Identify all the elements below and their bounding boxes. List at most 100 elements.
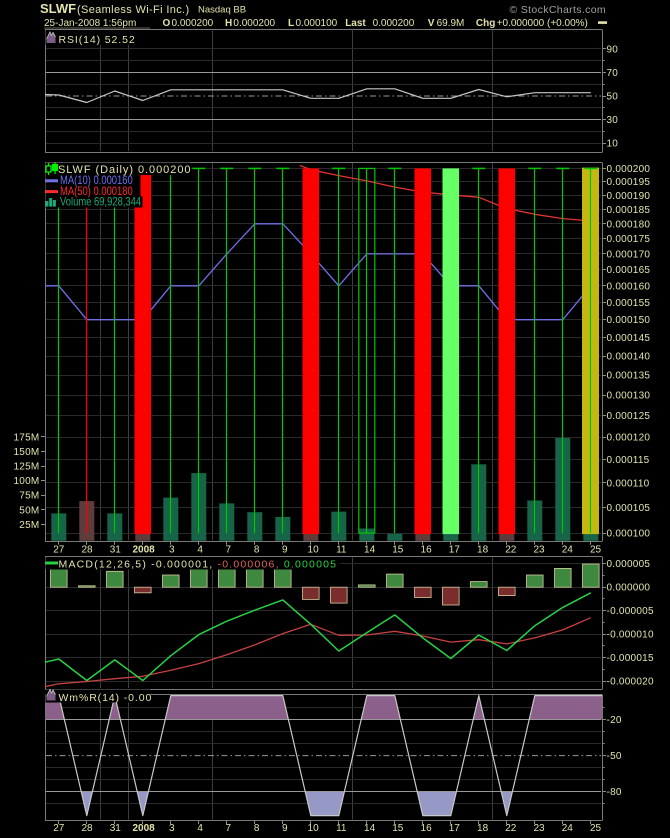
svg-text:3: 3	[169, 544, 175, 555]
svg-text:2008: 2008	[132, 544, 155, 555]
svg-text:0.000110: 0.000110	[607, 478, 650, 489]
svg-text:-80: -80	[607, 787, 622, 798]
svg-text:25: 25	[590, 823, 602, 834]
svg-text:10: 10	[308, 544, 320, 555]
svg-text:50M: 50M	[19, 505, 39, 516]
svg-text:50: 50	[607, 92, 619, 103]
svg-text:MACD(12,26,5) -0.000001, -0.00: MACD(12,26,5) -0.000001, -0.000006, 0.00…	[59, 559, 338, 571]
svg-text:RSI(14) 52.52: RSI(14) 52.52	[59, 34, 136, 46]
svg-text:-0.000010: -0.000010	[607, 630, 654, 641]
svg-text:150M: 150M	[13, 447, 39, 458]
svg-text:-50: -50	[607, 751, 622, 762]
svg-text:16: 16	[421, 544, 433, 555]
svg-text:V: V	[428, 18, 435, 29]
svg-text:11: 11	[336, 544, 347, 555]
svg-text:© StockCharts.com: © StockCharts.com	[509, 4, 606, 16]
svg-text:Wm%R(14) -0.00: Wm%R(14) -0.00	[59, 692, 153, 704]
svg-text:-0.000015: -0.000015	[607, 653, 654, 664]
svg-text:-0.000020: -0.000020	[607, 677, 654, 688]
svg-text:90: 90	[607, 44, 619, 55]
svg-text:Chg: Chg	[476, 18, 495, 29]
svg-text:0.000200: 0.000200	[172, 18, 214, 29]
svg-text:70: 70	[607, 68, 619, 79]
svg-text:0.000180: 0.000180	[607, 219, 651, 230]
svg-text:0.000150: 0.000150	[607, 315, 651, 326]
svg-text:0.000160: 0.000160	[607, 281, 651, 292]
svg-text:175M: 175M	[13, 432, 39, 443]
svg-text:O: O	[163, 18, 171, 29]
svg-text:-0.000005: -0.000005	[607, 606, 654, 617]
svg-text:Last: Last	[345, 18, 366, 29]
svg-text:Nasdaq BB: Nasdaq BB	[198, 5, 246, 16]
svg-text:27: 27	[53, 823, 65, 834]
svg-text:0.000115: 0.000115	[607, 455, 650, 466]
svg-text:25M: 25M	[19, 520, 39, 531]
svg-text:22: 22	[505, 544, 517, 555]
svg-text:0.000130: 0.000130	[607, 391, 651, 402]
svg-text:0.000200: 0.000200	[607, 164, 651, 175]
svg-text:SLWF (Daily) 0.000200: SLWF (Daily) 0.000200	[58, 164, 191, 176]
svg-text:2008: 2008	[132, 823, 155, 834]
svg-text:0.000165: 0.000165	[607, 265, 651, 276]
svg-text:18: 18	[477, 544, 489, 555]
svg-text:17: 17	[449, 823, 461, 834]
svg-text:Volume 69,928,344: Volume 69,928,344	[60, 195, 141, 208]
svg-text:L: L	[288, 18, 294, 29]
svg-text:0.000195: 0.000195	[607, 177, 651, 188]
svg-text:10: 10	[308, 823, 320, 834]
svg-text:31: 31	[110, 544, 122, 555]
svg-text:9: 9	[282, 823, 288, 834]
svg-text:H: H	[225, 18, 232, 29]
svg-text:7: 7	[226, 544, 232, 555]
svg-text:-20: -20	[607, 715, 622, 726]
svg-text:11: 11	[336, 823, 347, 834]
svg-text:4: 4	[197, 544, 203, 555]
svg-text:9: 9	[282, 544, 288, 555]
svg-text:0.000000: 0.000000	[607, 583, 651, 594]
svg-text:0.000200: 0.000200	[373, 18, 415, 29]
svg-text:10: 10	[607, 139, 619, 150]
svg-text:23: 23	[533, 544, 545, 555]
svg-text:16: 16	[421, 823, 433, 834]
svg-text:(Seamless Wi-Fi Inc.): (Seamless Wi-Fi Inc.)	[77, 4, 189, 16]
svg-text:75M: 75M	[19, 491, 39, 502]
svg-text:27: 27	[53, 544, 65, 555]
svg-text:22: 22	[505, 823, 517, 834]
svg-text:24: 24	[562, 823, 574, 834]
svg-text:0.000175: 0.000175	[607, 234, 651, 245]
svg-text:0.000155: 0.000155	[607, 298, 651, 309]
svg-text:0.000120: 0.000120	[607, 433, 651, 444]
svg-text:0.000100: 0.000100	[607, 529, 651, 540]
svg-text:15: 15	[392, 544, 404, 555]
svg-text:8: 8	[254, 823, 260, 834]
svg-text:0.000100: 0.000100	[296, 18, 338, 29]
svg-text:0.000140: 0.000140	[607, 352, 651, 363]
svg-text:8: 8	[254, 544, 260, 555]
svg-text:23: 23	[533, 823, 545, 834]
svg-text:125M: 125M	[13, 462, 39, 473]
svg-text:25: 25	[590, 544, 602, 555]
svg-text:25-Jan-2008 1:56pm: 25-Jan-2008 1:56pm	[44, 18, 136, 29]
svg-text:15: 15	[392, 823, 404, 834]
svg-text:SLWF: SLWF	[40, 1, 76, 16]
svg-text:24: 24	[562, 544, 574, 555]
svg-text:0.000105: 0.000105	[607, 503, 651, 514]
svg-text:0.000185: 0.000185	[607, 205, 651, 216]
svg-text:31: 31	[110, 823, 122, 834]
svg-text:14: 14	[364, 544, 376, 555]
svg-text:100M: 100M	[13, 476, 39, 487]
svg-text:4: 4	[197, 823, 203, 834]
svg-text:18: 18	[477, 823, 489, 834]
svg-text:0.000200: 0.000200	[233, 18, 275, 29]
svg-text:0.000170: 0.000170	[607, 249, 651, 260]
svg-text:0.000135: 0.000135	[607, 371, 651, 382]
svg-text:30: 30	[607, 115, 619, 126]
svg-text:0.000005: 0.000005	[607, 559, 651, 570]
svg-text:MA(10) 0.000160: MA(10) 0.000160	[60, 174, 133, 187]
svg-text:3: 3	[169, 823, 175, 834]
svg-text:69.9M: 69.9M	[437, 18, 465, 29]
svg-text:MA(50) 0.000180: MA(50) 0.000180	[60, 185, 133, 198]
svg-text:0.000190: 0.000190	[607, 191, 651, 202]
svg-text:28: 28	[81, 823, 93, 834]
svg-text:0.000145: 0.000145	[607, 333, 651, 344]
